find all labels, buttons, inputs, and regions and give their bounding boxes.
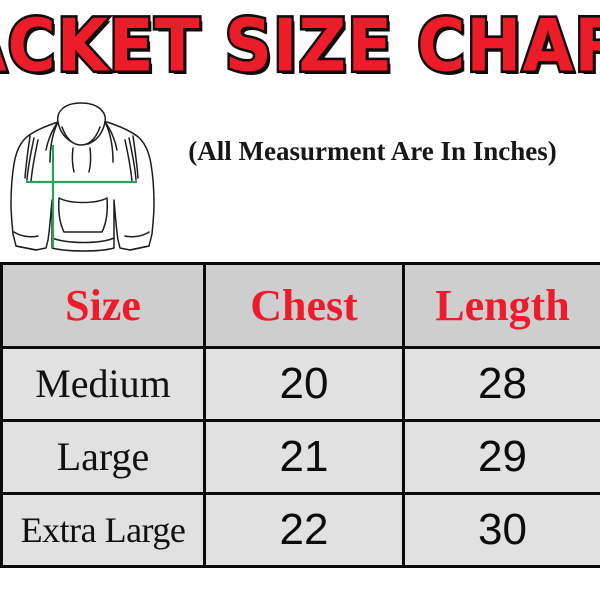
jacket-illustration (6, 100, 156, 260)
table-header-row: Size Chest Length (0, 262, 600, 349)
cell-chest-medium: 20 (203, 346, 405, 422)
cell-size-extra-large: Extra Large (0, 492, 206, 568)
column-header-chest: Chest (203, 262, 405, 349)
cell-chest-extra-large: 22 (203, 492, 405, 568)
cell-size-medium: Medium (0, 346, 206, 422)
hoodie-jacket-icon (10, 102, 155, 252)
table-row: Medium 20 28 (0, 346, 600, 422)
page-title: JACKET SIZE CHART (0, 3, 600, 88)
table-row: Large 21 29 (0, 419, 600, 495)
cell-length-large: 29 (402, 419, 600, 495)
table-row: Extra Large 22 30 (0, 492, 600, 568)
cell-length-extra-large: 30 (402, 492, 600, 568)
measurement-unit-note: (All Measurment Are In Inches) (188, 136, 557, 166)
cell-chest-large: 21 (203, 419, 405, 495)
column-header-length: Length (402, 262, 600, 349)
cell-size-large: Large (0, 419, 206, 495)
column-header-size: Size (0, 262, 206, 349)
size-chart-table: Size Chest Length Medium 20 28 Large 21 … (0, 262, 600, 568)
title-bar: JACKET SIZE CHART (0, 3, 600, 88)
measurement-lines (26, 145, 137, 248)
cell-length-medium: 28 (402, 346, 600, 422)
